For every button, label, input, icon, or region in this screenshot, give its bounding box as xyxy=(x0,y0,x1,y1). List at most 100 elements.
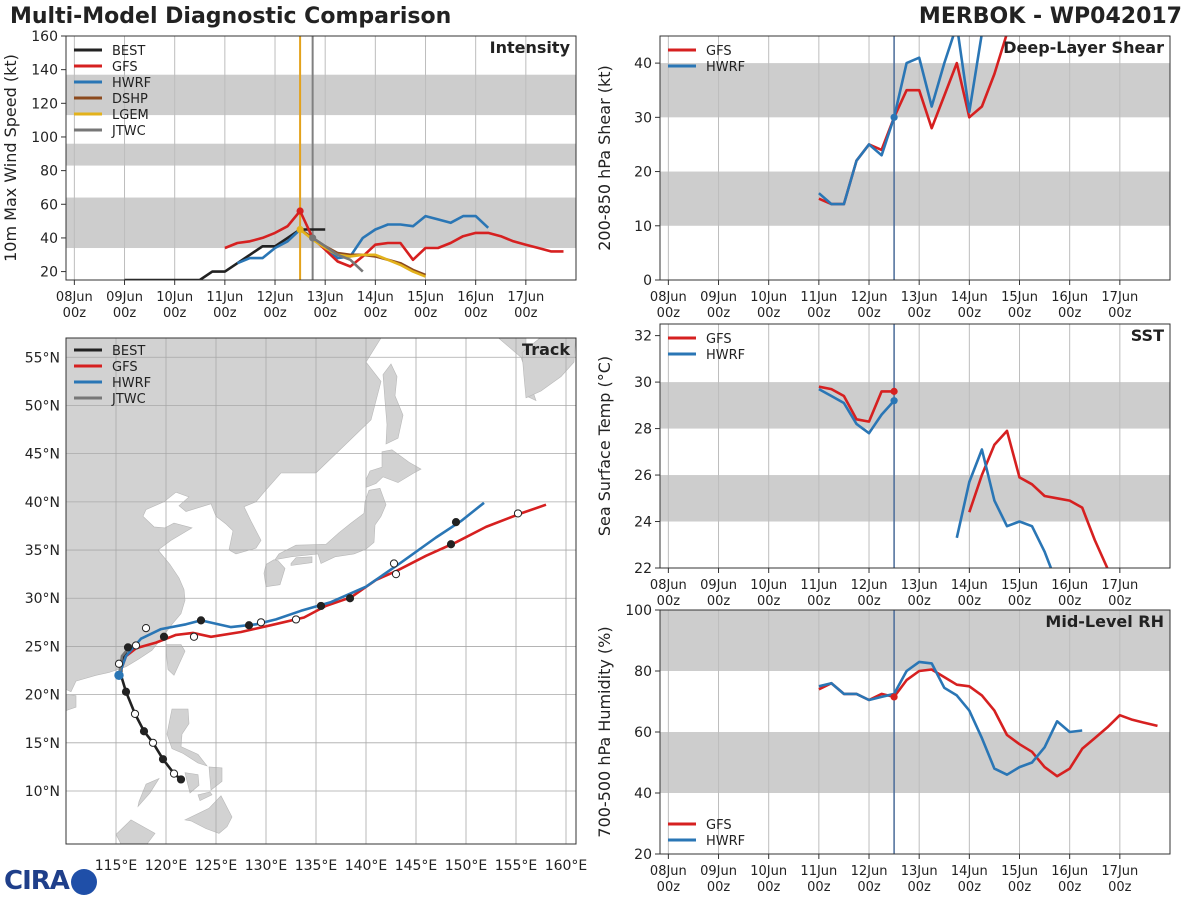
y-tick-label: 20 xyxy=(634,165,652,181)
lon-tick-label: 130°E xyxy=(245,858,288,874)
series-line-gfs xyxy=(968,429,1109,568)
marker-gfs xyxy=(296,207,304,215)
legend-label-best: BEST xyxy=(112,44,145,59)
x-tick-day-label: 11Jun xyxy=(800,864,837,879)
x-tick-hour-label: 00z xyxy=(1108,880,1132,895)
land-palawan xyxy=(137,777,160,808)
y-tick-label: 24 xyxy=(634,515,652,531)
x-tick-hour-label: 00z xyxy=(857,306,881,321)
panel-title: SST xyxy=(1131,326,1164,345)
y-tick-label: 40 xyxy=(634,56,652,72)
panel-title: Track xyxy=(522,340,570,359)
x-tick-hour-label: 00z xyxy=(857,880,881,895)
track-marker-best xyxy=(148,738,158,747)
legend-label-jtwc: JTWC xyxy=(111,392,146,407)
x-tick-day-label: 13Jun xyxy=(901,578,938,593)
x-tick-hour-label: 00z xyxy=(414,306,438,321)
x-tick-hour-label: 00z xyxy=(364,306,388,321)
y-axis-label: 200-850 hPa Shear (kt) xyxy=(595,65,614,251)
x-tick-hour-label: 00z xyxy=(163,306,187,321)
x-tick-day-label: 16Jun xyxy=(1051,290,1088,305)
x-tick-day-label: 17Jun xyxy=(1101,290,1138,305)
map-frame xyxy=(65,337,577,845)
x-tick-day-label: 10Jun xyxy=(750,290,787,305)
land-taiwan xyxy=(165,644,186,676)
track-marker-gfs xyxy=(131,641,141,650)
track-marker-hwrf xyxy=(316,601,326,611)
y-tick-label: 0 xyxy=(643,273,652,289)
intensity-panel: 2040608010012014016008Jun00z09Jun00z10Ju… xyxy=(1,29,577,321)
legend-label-hwrf: HWRF xyxy=(706,60,745,75)
x-tick-day-label: 11Jun xyxy=(800,290,837,305)
track-marker-hwrf xyxy=(256,618,266,627)
x-tick-hour-label: 00z xyxy=(1108,306,1132,321)
y-tick-label: 20 xyxy=(40,265,58,281)
x-tick-hour-label: 00z xyxy=(213,306,237,321)
track-marker-best xyxy=(114,659,124,668)
x-tick-hour-label: 00z xyxy=(1058,306,1082,321)
x-tick-hour-label: 00z xyxy=(857,594,881,609)
y-tick-label: 26 xyxy=(634,468,652,484)
land-shikoku xyxy=(290,556,313,566)
x-tick-hour-label: 00z xyxy=(958,306,982,321)
x-tick-day-label: 15Jun xyxy=(407,290,444,305)
legend-label-best: BEST xyxy=(112,344,145,359)
x-tick-hour-label: 00z xyxy=(1108,594,1132,609)
x-tick-hour-label: 00z xyxy=(707,594,731,609)
legend-label-dshp: DSHP xyxy=(112,92,148,107)
marker-gfs xyxy=(890,387,898,395)
x-tick-day-label: 12Jun xyxy=(257,290,294,305)
x-tick-hour-label: 00z xyxy=(63,306,87,321)
lat-tick-label: 20°N xyxy=(25,688,60,704)
track-panel: 115°E 120°E 125°E 130°E 135°E 140°E 145°E 150°E… xyxy=(25,337,588,874)
x-tick-hour-label: 00z xyxy=(657,306,681,321)
legend-label-hwrf: HWRF xyxy=(112,76,151,91)
x-tick-hour-label: 00z xyxy=(958,880,982,895)
marker-jtwc xyxy=(309,234,317,242)
x-tick-hour-label: 00z xyxy=(807,880,831,895)
x-tick-hour-label: 00z xyxy=(464,306,488,321)
series-line-lgem xyxy=(299,228,426,278)
panel-title: Deep-Layer Shear xyxy=(1003,38,1164,57)
series-line-jtwc xyxy=(311,236,364,273)
x-tick-hour-label: 00z xyxy=(707,306,731,321)
y-tick-label: 80 xyxy=(40,164,58,180)
rh-panel: 2040608010008Jun00z09Jun00z10Jun00z11Jun… xyxy=(595,603,1171,895)
land-sakhalin xyxy=(382,363,404,445)
lat-tick-label: 45°N xyxy=(25,447,60,463)
x-tick-hour-label: 00z xyxy=(958,594,982,609)
marker-hwrf xyxy=(890,397,898,405)
x-tick-day-label: 11Jun xyxy=(206,290,243,305)
x-tick-day-label: 12Jun xyxy=(851,578,888,593)
storm-id-title: MERBOK - WP042017 xyxy=(918,4,1182,29)
shaded-band xyxy=(660,382,1170,429)
y-tick-label: 160 xyxy=(31,29,58,45)
track-marker-best xyxy=(169,769,179,778)
x-tick-hour-label: 00z xyxy=(757,594,781,609)
lon-tick-label: 120°E xyxy=(145,858,188,874)
track-marker-hwrf xyxy=(451,517,461,527)
y-tick-label: 30 xyxy=(634,110,652,126)
panel-title: Intensity xyxy=(490,38,571,57)
track-marker-gfs xyxy=(513,509,523,518)
shaded-band xyxy=(66,74,576,116)
shaded-band xyxy=(66,197,576,249)
track-marker-best xyxy=(176,775,186,784)
track-marker-gfs xyxy=(189,632,199,641)
x-tick-hour-label: 00z xyxy=(1008,594,1032,609)
x-tick-hour-label: 00z xyxy=(707,880,731,895)
y-tick-label: 20 xyxy=(634,847,652,863)
x-tick-hour-label: 00z xyxy=(907,594,931,609)
lon-tick-label: 160°E xyxy=(545,858,588,874)
y-tick-label: 60 xyxy=(40,197,58,213)
y-axis-label: 700-500 hPa Humidity (%) xyxy=(595,626,614,837)
series-line-best xyxy=(124,228,326,280)
track-marker-hwrf xyxy=(389,559,399,568)
y-tick-label: 140 xyxy=(31,63,58,79)
sst-panel: 22242628303208Jun00z09Jun00z10Jun00z11Ju… xyxy=(595,323,1171,609)
plot-frame xyxy=(65,35,577,281)
land-panay xyxy=(184,772,200,794)
land-mindanao xyxy=(184,795,233,834)
plot-area xyxy=(66,36,576,280)
lat-tick-label: 30°N xyxy=(25,591,60,607)
